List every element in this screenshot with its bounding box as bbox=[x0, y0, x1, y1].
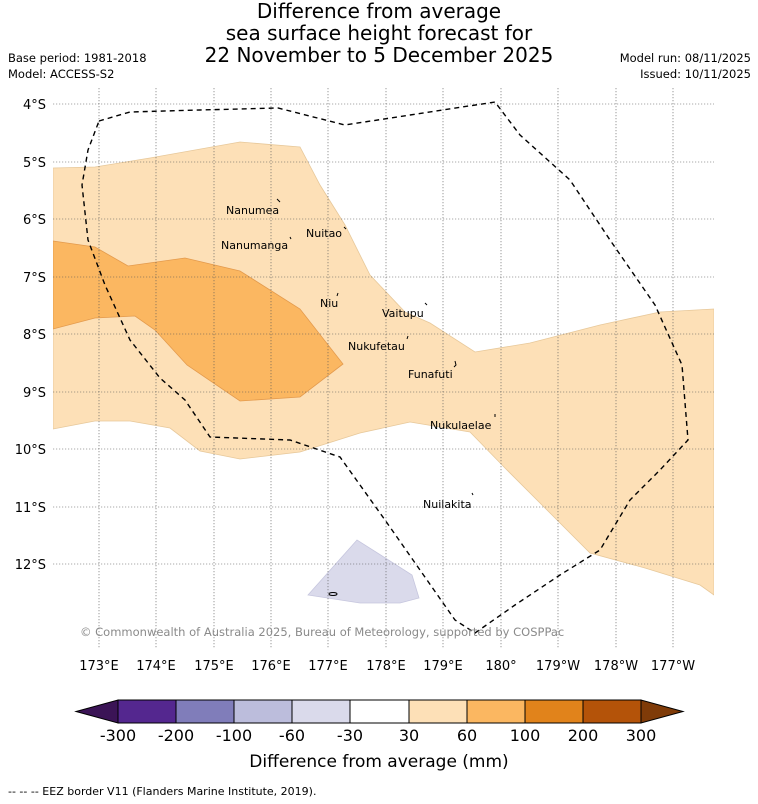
lat-label: 12°S bbox=[15, 558, 46, 573]
colorbar-extend-low bbox=[74, 699, 119, 724]
place-label-niu: Niu bbox=[320, 297, 338, 310]
longitude-labels: 173°E 174°E 175°E 176°E 177°E 178°E 179°… bbox=[79, 659, 695, 674]
island-shape bbox=[453, 360, 457, 368]
lon-label: 175°E bbox=[194, 659, 234, 674]
anomaly-60-100-region bbox=[53, 240, 344, 402]
lon-label: 177°E bbox=[308, 659, 348, 674]
model-name: Model: ACCESS-S2 bbox=[8, 67, 115, 81]
title-line-3: 22 November to 5 December 2025 bbox=[204, 43, 554, 67]
eez-border bbox=[81, 101, 689, 634]
lat-label: 10°S bbox=[15, 443, 46, 458]
title-line-1: Difference from average bbox=[256, 0, 502, 23]
lon-label: 173°E bbox=[79, 659, 119, 674]
title-line-2: sea surface height forecast for bbox=[225, 21, 533, 45]
colorbar-segment bbox=[582, 699, 642, 724]
chart-title: Difference from average sea surface heig… bbox=[0, 0, 758, 66]
lon-label: 176°E bbox=[251, 659, 291, 674]
island-shape bbox=[276, 198, 281, 203]
colorbar-tick: 30 bbox=[399, 726, 419, 745]
lon-label: 179°E bbox=[423, 659, 463, 674]
anomaly-minus60-minus30-region bbox=[307, 539, 420, 604]
lon-label: 179°W bbox=[536, 659, 580, 674]
lat-label: 7°S bbox=[23, 271, 46, 286]
latitude-labels: 4°S 5°S 6°S 7°S 8°S 9°S 10°S 11°S 12°S bbox=[15, 98, 46, 573]
place-label-nanumea: Nanumea bbox=[226, 204, 279, 217]
lat-label: 6°S bbox=[23, 213, 46, 228]
island-shape bbox=[471, 492, 474, 496]
base-period: Base period: 1981-2018 bbox=[8, 51, 147, 65]
colorbar-segment bbox=[349, 699, 410, 724]
copyright-notice: © Commonwealth of Australia 2025, Bureau… bbox=[80, 625, 564, 639]
colorbar-segment bbox=[233, 699, 293, 724]
colorbar-tick: 100 bbox=[510, 726, 541, 745]
colorbar-tick: 60 bbox=[457, 726, 477, 745]
colorbar-title: Difference from average (mm) bbox=[249, 752, 508, 772]
colorbar-segment bbox=[175, 699, 235, 724]
island-shape bbox=[343, 226, 347, 230]
lon-label: 174°E bbox=[136, 659, 176, 674]
colorbar-tick: -60 bbox=[279, 726, 305, 745]
colorbar-tick: 200 bbox=[568, 726, 599, 745]
place-label-nukulaelae: Nukulaelae bbox=[430, 419, 492, 432]
lat-label: 8°S bbox=[23, 328, 46, 343]
issued-date: Issued: 10/11/2025 bbox=[640, 67, 751, 81]
place-label-nanumanga: Nanumanga bbox=[221, 239, 288, 252]
anomaly-fill-layer bbox=[53, 141, 714, 604]
colorbar-segment bbox=[466, 699, 526, 724]
colorbar-segment bbox=[524, 699, 584, 724]
colorbar: -300 -200 -100 -60 -30 30 60 100 200 300… bbox=[74, 699, 685, 772]
island-shape bbox=[289, 236, 292, 240]
colorbar-tick: 300 bbox=[626, 726, 657, 745]
colorbar-segment bbox=[291, 699, 351, 724]
island-shape bbox=[336, 292, 339, 297]
island-markers bbox=[276, 198, 496, 596]
place-label-nuitao: Nuitao bbox=[306, 227, 342, 240]
island-labels: Nanumea Nuitao Nanumanga Niu Vaitupu Nuk… bbox=[221, 204, 492, 511]
place-label-nuilakita: Nuilakita bbox=[423, 498, 472, 511]
eez-border-legend: -- -- -- EEZ border V11 (Flanders Marine… bbox=[8, 785, 317, 798]
lon-label: 180° bbox=[485, 659, 516, 674]
lat-label: 5°S bbox=[23, 156, 46, 171]
map-figure: Nanumea Nuitao Nanumanga Niu Vaitupu Nuk… bbox=[15, 88, 714, 772]
model-run: Model run: 08/11/2025 bbox=[619, 51, 751, 65]
place-label-funafuti: Funafuti bbox=[408, 368, 453, 381]
graticule bbox=[53, 88, 714, 648]
place-label-vaitupu: Vaitupu bbox=[382, 307, 424, 320]
colorbar-tick: -30 bbox=[337, 726, 363, 745]
lon-label: 177°W bbox=[651, 659, 695, 674]
colorbar-segment bbox=[408, 699, 468, 724]
meta-right: Model run: 08/11/2025 Issued: 10/11/2025 bbox=[620, 50, 751, 82]
colorbar-extend-high bbox=[640, 699, 685, 724]
lon-label: 178°E bbox=[366, 659, 406, 674]
lat-label: 4°S bbox=[23, 98, 46, 113]
anomaly-30-60-region bbox=[53, 141, 714, 596]
colorbar-tick: -300 bbox=[100, 726, 136, 745]
island-shape bbox=[424, 302, 428, 306]
lat-label: 11°S bbox=[15, 501, 46, 516]
island-shape bbox=[406, 335, 409, 340]
colorbar-tick: -200 bbox=[158, 726, 194, 745]
place-label-nukufetau: Nukufetau bbox=[348, 340, 405, 353]
colorbar-segment bbox=[117, 699, 177, 724]
reef-shape bbox=[328, 592, 338, 596]
lat-label: 9°S bbox=[23, 386, 46, 401]
lon-label: 178°W bbox=[594, 659, 638, 674]
colorbar-tick: -100 bbox=[216, 726, 252, 745]
meta-left: Base period: 1981-2018 Model: ACCESS-S2 bbox=[8, 50, 147, 82]
